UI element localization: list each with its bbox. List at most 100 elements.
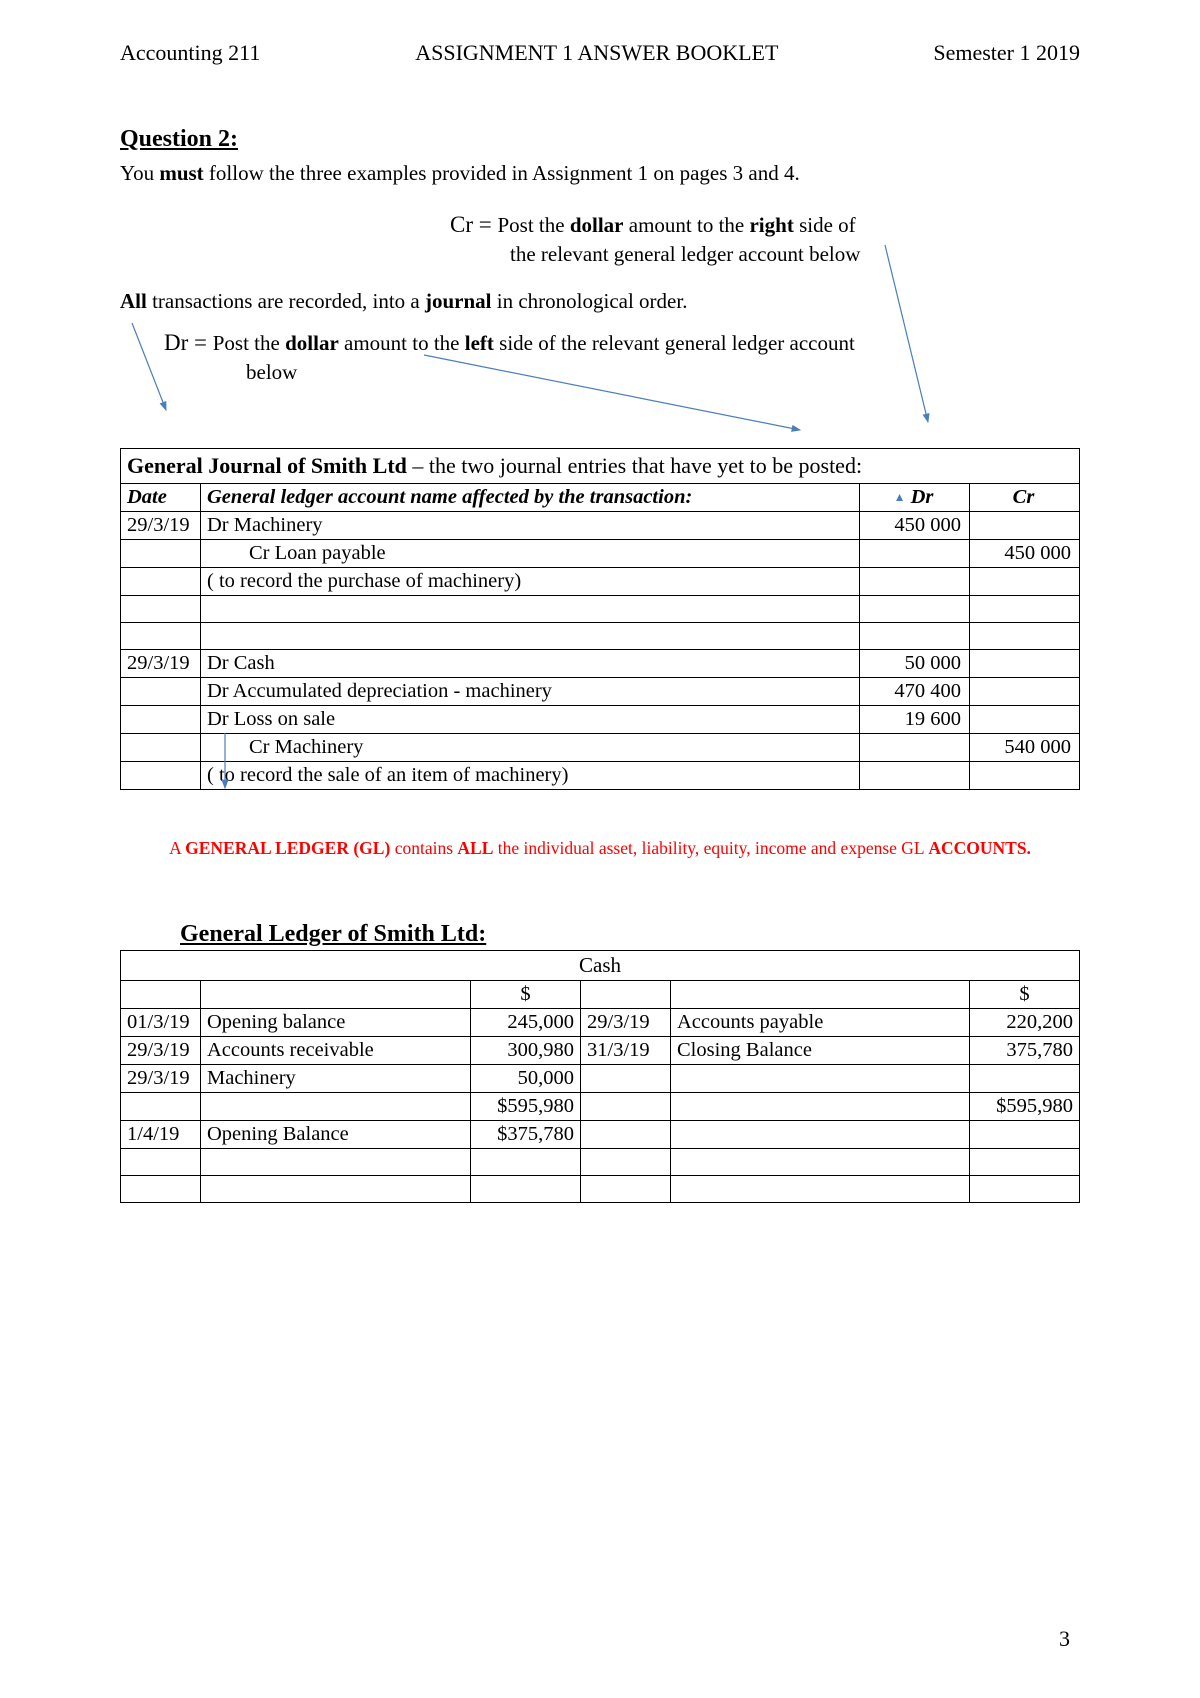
ledger-right-desc [671,1176,970,1203]
journal-row: 29/3/19Dr Machinery450 000 [121,512,1080,540]
ledger-left-amt [471,1149,581,1176]
ledger-row: 29/3/19Accounts receivable300,98031/3/19… [121,1037,1080,1065]
all-mid: transactions are recorded, into a [147,289,425,313]
cr-note: Cr = Post the dollar amount to the right… [450,209,1080,268]
ledger-left-desc: Opening balance [201,1009,471,1037]
dr-bold2: left [465,331,494,355]
all-bold2: journal [425,289,492,313]
ledger-left-desc: Machinery [201,1065,471,1093]
ledger-right-date [581,1149,671,1176]
ledger-left-amt: 300,980 [471,1037,581,1065]
ledger-dollar-row: $ $ [121,981,1080,1009]
ledger-left-date: 01/3/19 [121,1009,201,1037]
ledger-right-desc [671,1093,970,1121]
journal-cell-cr [970,678,1080,706]
journal-cell-cr: 540 000 [970,734,1080,762]
col-dr: ▲ Dr [860,484,970,512]
journal-cell-dr [860,568,970,596]
dr-note: Dr = Post the dollar amount to the left … [164,327,1080,386]
journal-cell-desc [201,596,860,623]
ledger-left-date: 29/3/19 [121,1065,201,1093]
journal-cell-desc: Cr Machinery [201,734,860,762]
journal-cell-desc: ( to record the sale of an item of machi… [201,762,860,790]
tri-up-icon: ▲ [894,490,906,504]
ledger-row: $595,980 $595,980 [121,1093,1080,1121]
ledger-right-desc [671,1121,970,1149]
dr-a: Post the [213,331,285,355]
page: Accounting 211 ASSIGNMENT 1 ANSWER BOOKL… [0,0,1200,1698]
journal-cell-date [121,568,201,596]
cr-c: side of [794,213,856,237]
journal-cell-desc: Dr Loss on sale [201,706,860,734]
ledger-right-date [581,1121,671,1149]
rn-a: A [169,838,185,858]
journal-row: Dr Accumulated depreciation - machinery4… [121,678,1080,706]
ledger-right-date [581,1176,671,1203]
journal-cell-cr [970,762,1080,790]
ledger-right-amt: $595,980 [970,1093,1080,1121]
journal-row: 29/3/19Dr Cash50 000 [121,650,1080,678]
ledger-right-desc [671,1065,970,1093]
journal-cell-cr [970,623,1080,650]
journal-cell-date: 29/3/19 [121,512,201,540]
journal-title-rest: – the two journal entries that have yet … [407,453,862,478]
ledger-right-amt: 375,780 [970,1037,1080,1065]
cr-note-line2: the relevant general ledger account belo… [510,240,1080,268]
intro-pre: You [120,161,159,185]
journal-row: Cr Loan payable450 000 [121,540,1080,568]
col-dr-label: Dr [911,486,934,508]
journal-cell-dr: 50 000 [860,650,970,678]
dr-note-line2: below [246,358,1080,386]
journal-cell-dr: 19 600 [860,706,970,734]
ledger-left-amt: $595,980 [471,1093,581,1121]
red-gl-note: A GENERAL LEDGER (GL) contains ALL the i… [120,838,1080,859]
col-date: Date [121,484,201,512]
journal-cell-cr [970,568,1080,596]
journal-cell-desc: Dr Accumulated depreciation - machinery [201,678,860,706]
ledger-account-title: Cash [121,951,1080,981]
header-right: Semester 1 2019 [933,40,1080,66]
ledger-left-date [121,1093,201,1121]
journal-cell-cr [970,596,1080,623]
dr-prefix: Dr = [164,330,213,355]
journal-row: ( to record the purchase of machinery) [121,568,1080,596]
journal-title-row: General Journal of Smith Ltd – the two j… [121,449,1080,484]
col-cr: Cr [970,484,1080,512]
ledger-dollar-right: $ [970,981,1080,1009]
ledger-left-amt: 50,000 [471,1065,581,1093]
ledger-table: Cash $ $ 01/3/19Opening balance245,00029… [120,950,1080,1203]
col-cr-label: Cr [1013,486,1035,508]
ledger-left-amt: 245,000 [471,1009,581,1037]
all-transactions-line: All transactions are recorded, into a jo… [120,287,1080,315]
ledger-account-title-row: Cash [121,951,1080,981]
journal-cell-dr: 470 400 [860,678,970,706]
journal-cell-date [121,762,201,790]
intro-post: follow the three examples provided in As… [204,161,800,185]
journal-cell-desc [201,623,860,650]
journal-row: Dr Loss on sale19 600 [121,706,1080,734]
dr-note-line1: Dr = Post the dollar amount to the left … [164,327,1080,358]
journal-cell-date [121,540,201,568]
page-number: 3 [1059,1626,1070,1652]
header-left: Accounting 211 [120,40,260,66]
ledger-left-date [121,1176,201,1203]
arrow-dr-start-to-table [132,323,166,410]
journal-cell-desc: ( to record the purchase of machinery) [201,568,860,596]
journal-cell-date: 29/3/19 [121,650,201,678]
dr-bold1: dollar [285,331,339,355]
ledger-row: 29/3/19Machinery50,000 [121,1065,1080,1093]
journal-title-bold: General Journal of Smith Ltd [127,453,407,478]
journal-cell-cr: 450 000 [970,540,1080,568]
general-ledger-heading: General Ledger of Smith Ltd: [180,921,1080,948]
journal-cell-cr [970,706,1080,734]
journal-row: ( to record the sale of an item of machi… [121,762,1080,790]
col-desc: General ledger account name affected by … [201,484,860,512]
journal-cell-date [121,734,201,762]
ledger-right-amt [970,1149,1080,1176]
ledger-right-amt: 220,200 [970,1009,1080,1037]
journal-cell-dr [860,540,970,568]
journal-cell-dr [860,734,970,762]
journal-row [121,596,1080,623]
rn-e: the individual asset, liability, equity,… [493,838,928,858]
ledger-right-desc: Closing Balance [671,1037,970,1065]
